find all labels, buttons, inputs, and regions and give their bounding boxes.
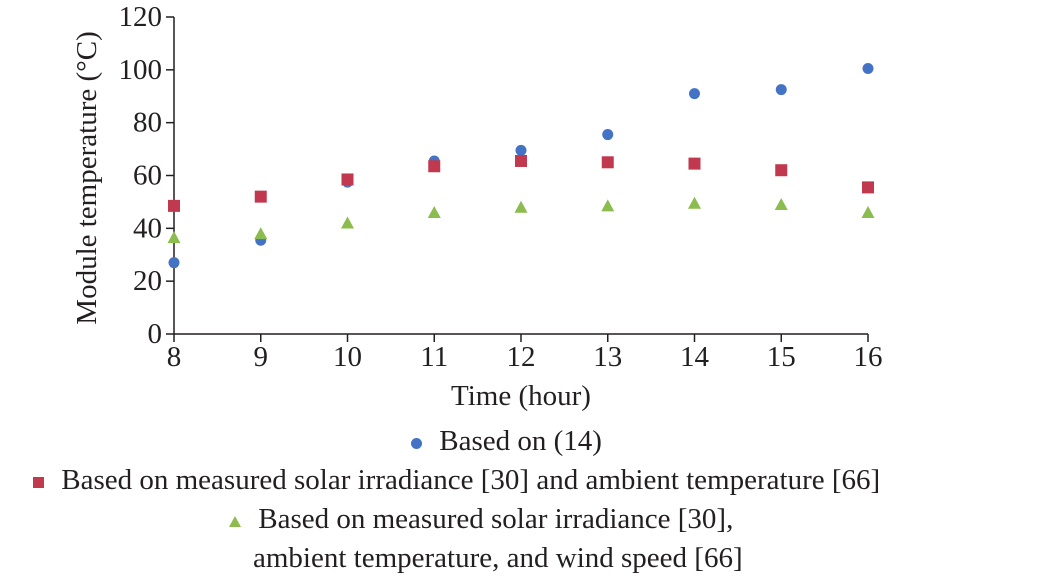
x-tick-label: 10 (333, 341, 362, 373)
x-tick-label: 16 (854, 341, 883, 373)
legend-label-series-3-line-2: ambient temperature, and wind speed [66] (253, 542, 743, 574)
y-tick-label: 100 (119, 54, 163, 86)
data-point-series-3 (514, 200, 528, 213)
data-point-series-2 (515, 154, 527, 167)
legend-item-series-3-continued: ambient temperature, and wind speed [66] (253, 539, 743, 578)
x-tick-label: 14 (680, 341, 710, 373)
legend-label-series-2: Based on measured solar irradiance [30] … (61, 464, 881, 496)
square-marker-icon (33, 476, 44, 488)
legend-item-series-3: Based on measured solar irradiance [30], (229, 500, 733, 539)
data-point-series-2 (428, 160, 441, 173)
y-tick-label: 20 (133, 265, 162, 297)
axes (166, 16, 869, 342)
data-point-series-1 (689, 88, 700, 100)
data-point-series-2 (862, 181, 874, 194)
y-tick-label: 60 (133, 160, 162, 192)
x-tick-label: 15 (767, 341, 796, 373)
data-point-series-2 (254, 190, 267, 203)
data-points (167, 63, 875, 269)
data-point-series-1 (168, 257, 180, 269)
x-tick-label: 9 (254, 341, 269, 373)
x-tick-label: 8 (167, 341, 182, 373)
data-point-series-2 (341, 173, 354, 186)
data-point-series-2 (168, 199, 180, 212)
y-tick-label: 80 (133, 107, 162, 139)
data-point-series-3 (341, 216, 354, 229)
data-point-series-3 (427, 205, 441, 218)
data-point-series-2 (601, 156, 614, 169)
x-axis-label: Time (hour) (451, 380, 591, 412)
y-axis-label: Module temperature (°C) (71, 31, 103, 324)
legend-item-series-1: Based on (14) (411, 422, 602, 461)
y-tick-label: 120 (119, 1, 163, 33)
circle-marker-icon (411, 437, 422, 449)
data-point-series-2 (688, 157, 701, 170)
legend-label-series-1: Based on (14) (439, 425, 602, 457)
data-point-series-3 (861, 205, 875, 218)
data-point-series-3 (254, 227, 268, 240)
data-point-series-3 (774, 198, 788, 211)
x-tick-label: 11 (420, 341, 448, 373)
data-point-series-1 (862, 63, 874, 75)
legend-label-series-3-line-1: Based on measured solar irradiance [30], (258, 503, 734, 535)
x-tick-label: 12 (507, 341, 536, 373)
tick-labels: 0 20 40 60 80 100 120 8 9 10 11 12 13 14 15 16 (119, 1, 883, 373)
data-point-series-1 (775, 84, 787, 96)
y-tick-label: 0 (148, 318, 163, 350)
y-tick-label: 40 (133, 212, 162, 244)
x-tick-label: 13 (593, 341, 622, 373)
data-point-series-2 (775, 164, 788, 177)
data-point-series-3 (167, 231, 181, 244)
data-point-series-1 (515, 144, 527, 156)
legend-item-series-2: Based on measured solar irradiance [30] … (33, 461, 880, 500)
data-point-series-3 (601, 199, 615, 212)
triangle-marker-icon (229, 515, 241, 527)
scatter-chart: 0 20 40 60 80 100 120 8 9 10 11 12 13 14 15 16 Time (ho… (71, 1, 883, 412)
data-point-series-3 (688, 196, 701, 209)
data-point-series-1 (602, 129, 614, 141)
